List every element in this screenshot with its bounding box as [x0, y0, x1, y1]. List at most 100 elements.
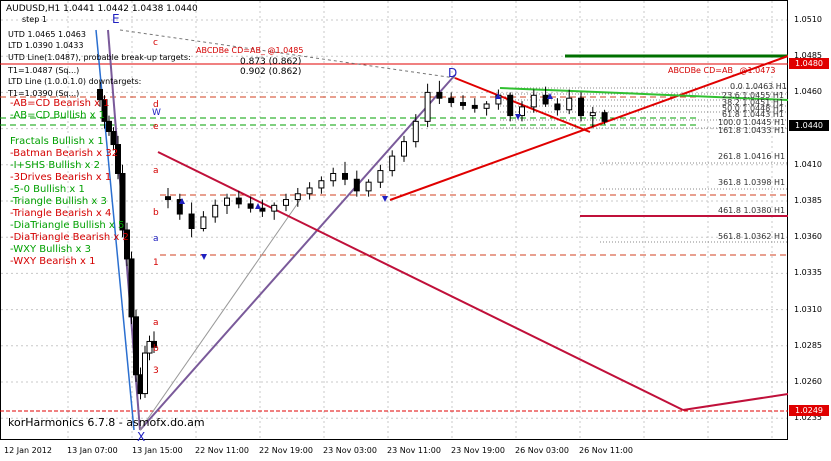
info-line: LTD 1.0390 1.0433: [8, 41, 84, 50]
wave-mark: W: [152, 108, 161, 118]
plot-frame: [0, 0, 788, 440]
time-tick: 22 Nov 11:00: [195, 446, 249, 455]
price-tick: 1.0460: [794, 87, 822, 96]
pattern-count: -Triangle Bullish x 3: [10, 196, 107, 207]
candle-body: [283, 199, 289, 206]
candle-body: [483, 103, 490, 109]
time-tick: 23 Nov 19:00: [451, 446, 505, 455]
price-tick: 1.0410: [794, 160, 822, 169]
pattern-leg: [139, 74, 456, 431]
candle-body: [401, 141, 407, 157]
step-label: step 1: [22, 15, 47, 24]
trend-line-red: [389, 55, 788, 201]
price-tick: 1.0335: [794, 268, 822, 277]
candle-body: [519, 106, 525, 117]
info-line: T1=1.0487 (Sq...): [8, 66, 80, 75]
fib-level-label: 38.2 1.0451 H1: [722, 98, 784, 107]
pattern-count: Fractals Bullish x 1: [10, 136, 104, 147]
projection-line: [682, 393, 788, 411]
candle-body: [330, 172, 337, 182]
fractal-arrow-icon: [495, 93, 501, 99]
fib-level-label: 361.8 1.0398 H1: [718, 178, 786, 187]
price-tick: 1.0235: [794, 413, 822, 422]
pattern-count: -DiaTriangle Bullish x 5: [10, 220, 125, 231]
candle-body: [542, 94, 549, 105]
current-price-tag: 1.0440: [789, 120, 829, 131]
candle-body: [448, 97, 455, 104]
candle-body: [247, 203, 254, 209]
fib-level-label: 61.8 1.0443 H1: [722, 110, 784, 119]
candle-body: [306, 187, 313, 195]
fractal-arrow-icon: [382, 196, 388, 202]
time-axis[interactable]: 12 Jan 2012 13 Jan 07:00 13 Jan 15:00 22…: [0, 440, 788, 461]
candle-body: [365, 181, 372, 192]
time-tick: 23 Nov 03:00: [323, 446, 377, 455]
fractal-arrow-icon: [179, 198, 185, 204]
fib-level-label: 100.0 1.0445 H1: [718, 118, 786, 127]
price-tag: 1.0480: [789, 58, 829, 69]
candle-body: [554, 103, 561, 111]
price-tick: 1.0260: [794, 377, 822, 386]
fractal-arrow-icon: [547, 93, 553, 99]
candle-body: [115, 144, 121, 174]
point-label: E: [112, 12, 120, 26]
candle-body: [259, 207, 266, 212]
pattern-count: -AB=CD Bullish x 1: [10, 110, 106, 121]
price-tick: 1.0285: [794, 341, 822, 350]
candle-body: [142, 352, 148, 395]
pattern-count: -Batman Bearish x 32: [10, 148, 119, 159]
price-tick: 1.0385: [794, 196, 822, 205]
price-tick: 1.0360: [794, 232, 822, 241]
price-tick: 1.0310: [794, 305, 822, 314]
candle-body: [507, 94, 514, 117]
fib-level-label: 261.8 1.0416 H1: [718, 152, 786, 161]
candle-body: [151, 340, 157, 348]
candle-body: [436, 91, 443, 99]
pattern-count: -WXY Bullish x 3: [10, 244, 91, 255]
pattern-count: -3Drives Bearish x 1: [10, 172, 112, 183]
time-tick: 22 Nov 19:00: [259, 446, 313, 455]
candle-body: [389, 155, 396, 172]
candle-body: [176, 199, 183, 215]
fib-level-label: 23.6 1.0455 H1: [722, 91, 784, 100]
candle-body: [235, 197, 242, 205]
indicator-footer: korHarmonics 6.7.8 - asmofx.do.am: [8, 416, 205, 429]
candle-body: [212, 204, 219, 218]
wave-mark: e: [153, 122, 159, 132]
candle-body: [342, 172, 348, 180]
info-line: LTD Line (1.0.0.1.0) downtargets:: [8, 77, 142, 86]
fib-level-label: 50.0 1.0448 H1: [722, 104, 784, 113]
fib-level-label: 0.0 1.0463 H1: [730, 82, 787, 91]
pattern-count: -Triangle Bearish x 4: [10, 208, 112, 219]
time-tick: 26 Nov 11:00: [579, 446, 633, 455]
symbol-header: AUDUSD,H1 1.0441 1.0442 1.0438 1.0440: [6, 4, 198, 14]
candle-body: [110, 130, 117, 146]
candle-body: [377, 170, 384, 183]
fib-level-label: 461.8 1.0380 H1: [718, 206, 786, 215]
wave-mark: a: [153, 318, 159, 328]
candle-body: [165, 196, 171, 201]
wave-mark: d: [153, 100, 159, 110]
candle-body: [294, 193, 301, 201]
point-label: D: [448, 66, 458, 80]
price-plot[interactable]: [0, 0, 788, 440]
candle-body: [188, 213, 195, 230]
fib-level-label: 561.8 1.0362 H1: [718, 232, 786, 241]
wave-mark: 3: [153, 366, 159, 376]
price-tag: 1.0249: [789, 405, 829, 416]
candle-body: [124, 229, 130, 260]
time-tick: 13 Jan 07:00: [67, 446, 118, 455]
fib-ratio-label: 0.873 (0.862): [240, 57, 302, 67]
info-line: UTD 1.0465 1.0463: [8, 30, 86, 39]
abcd-target-label: ABCDBe CD=AB_ @1.0485: [196, 46, 304, 55]
pattern-count: -I+SHS Bullish x 2: [10, 160, 101, 171]
price-tick: 1.0510: [794, 15, 822, 24]
candle-body: [460, 102, 466, 106]
fractal-arrow-icon: [515, 114, 521, 120]
wave-mark: a: [153, 166, 159, 176]
info-line: T1=1.0390 (Sq...): [8, 89, 80, 98]
pattern-leg-thin: [139, 199, 301, 431]
pattern-leg-dashed: [119, 29, 456, 79]
projection-line: [157, 151, 684, 411]
